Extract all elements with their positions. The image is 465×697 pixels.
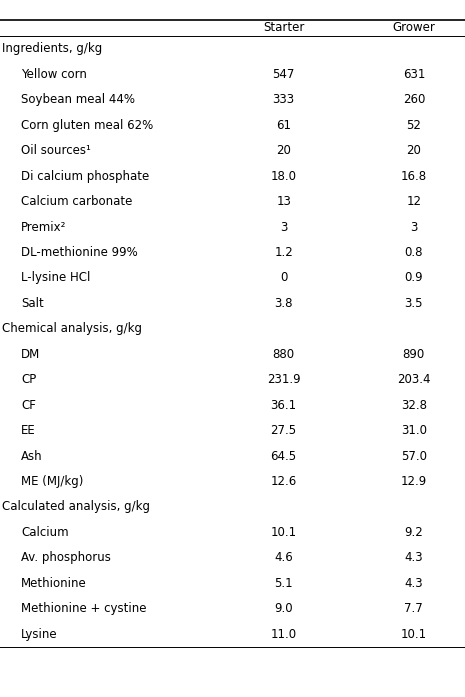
Text: 20: 20 bbox=[406, 144, 421, 158]
Text: 9.2: 9.2 bbox=[405, 526, 423, 539]
Text: 12.9: 12.9 bbox=[401, 475, 427, 488]
Text: 4.3: 4.3 bbox=[405, 551, 423, 565]
Text: 547: 547 bbox=[272, 68, 295, 81]
Text: 10.1: 10.1 bbox=[401, 627, 427, 641]
Text: 64.5: 64.5 bbox=[271, 450, 297, 463]
Text: Premix²: Premix² bbox=[21, 220, 66, 233]
Text: 13: 13 bbox=[276, 195, 291, 208]
Text: 203.4: 203.4 bbox=[397, 373, 431, 386]
Text: 10.1: 10.1 bbox=[271, 526, 297, 539]
Text: 31.0: 31.0 bbox=[401, 424, 427, 437]
Text: 20: 20 bbox=[276, 144, 291, 158]
Text: CF: CF bbox=[21, 399, 36, 412]
Text: 3: 3 bbox=[280, 220, 287, 233]
Text: Calcium: Calcium bbox=[21, 526, 68, 539]
Text: L-lysine HCl: L-lysine HCl bbox=[21, 271, 90, 284]
Text: 61: 61 bbox=[276, 118, 291, 132]
Text: 3.5: 3.5 bbox=[405, 297, 423, 310]
Text: 3: 3 bbox=[410, 220, 418, 233]
Text: DM: DM bbox=[21, 348, 40, 361]
Text: 631: 631 bbox=[403, 68, 425, 81]
Text: 52: 52 bbox=[406, 118, 421, 132]
Text: 5.1: 5.1 bbox=[274, 576, 293, 590]
Text: ME (MJ/kg): ME (MJ/kg) bbox=[21, 475, 83, 488]
Text: Av. phosphorus: Av. phosphorus bbox=[21, 551, 111, 565]
Text: 1.2: 1.2 bbox=[274, 246, 293, 259]
Text: 12: 12 bbox=[406, 195, 421, 208]
Text: 0.8: 0.8 bbox=[405, 246, 423, 259]
Text: 4.3: 4.3 bbox=[405, 576, 423, 590]
Text: Methionine: Methionine bbox=[21, 576, 86, 590]
Text: 7.7: 7.7 bbox=[405, 602, 423, 615]
Text: 9.0: 9.0 bbox=[274, 602, 293, 615]
Text: EE: EE bbox=[21, 424, 36, 437]
Text: Ash: Ash bbox=[21, 450, 43, 463]
Text: CP: CP bbox=[21, 373, 36, 386]
Text: 12.6: 12.6 bbox=[271, 475, 297, 488]
Text: Starter: Starter bbox=[263, 22, 304, 34]
Text: 4.6: 4.6 bbox=[274, 551, 293, 565]
Text: Lysine: Lysine bbox=[21, 627, 58, 641]
Text: 231.9: 231.9 bbox=[267, 373, 300, 386]
Text: Oil sources¹: Oil sources¹ bbox=[21, 144, 91, 158]
Text: 18.0: 18.0 bbox=[271, 169, 297, 183]
Text: Di calcium phosphate: Di calcium phosphate bbox=[21, 169, 149, 183]
Text: 3.8: 3.8 bbox=[274, 297, 293, 310]
Text: Grower: Grower bbox=[392, 22, 435, 34]
Text: 57.0: 57.0 bbox=[401, 450, 427, 463]
Text: 260: 260 bbox=[403, 93, 425, 107]
Text: DL-methionine 99%: DL-methionine 99% bbox=[21, 246, 138, 259]
Text: Calculated analysis, g/kg: Calculated analysis, g/kg bbox=[2, 500, 150, 514]
Text: 16.8: 16.8 bbox=[401, 169, 427, 183]
Text: Calcium carbonate: Calcium carbonate bbox=[21, 195, 133, 208]
Text: Yellow corn: Yellow corn bbox=[21, 68, 87, 81]
Text: 880: 880 bbox=[272, 348, 295, 361]
Text: Chemical analysis, g/kg: Chemical analysis, g/kg bbox=[2, 322, 142, 335]
Text: 890: 890 bbox=[403, 348, 425, 361]
Text: 27.5: 27.5 bbox=[271, 424, 297, 437]
Text: Salt: Salt bbox=[21, 297, 44, 310]
Text: 36.1: 36.1 bbox=[271, 399, 297, 412]
Text: 32.8: 32.8 bbox=[401, 399, 427, 412]
Text: 0.9: 0.9 bbox=[405, 271, 423, 284]
Text: Methionine + cystine: Methionine + cystine bbox=[21, 602, 146, 615]
Text: Ingredients, g/kg: Ingredients, g/kg bbox=[2, 43, 103, 56]
Text: Soybean meal 44%: Soybean meal 44% bbox=[21, 93, 135, 107]
Text: Corn gluten meal 62%: Corn gluten meal 62% bbox=[21, 118, 153, 132]
Text: 11.0: 11.0 bbox=[271, 627, 297, 641]
Text: 333: 333 bbox=[272, 93, 295, 107]
Text: 0: 0 bbox=[280, 271, 287, 284]
